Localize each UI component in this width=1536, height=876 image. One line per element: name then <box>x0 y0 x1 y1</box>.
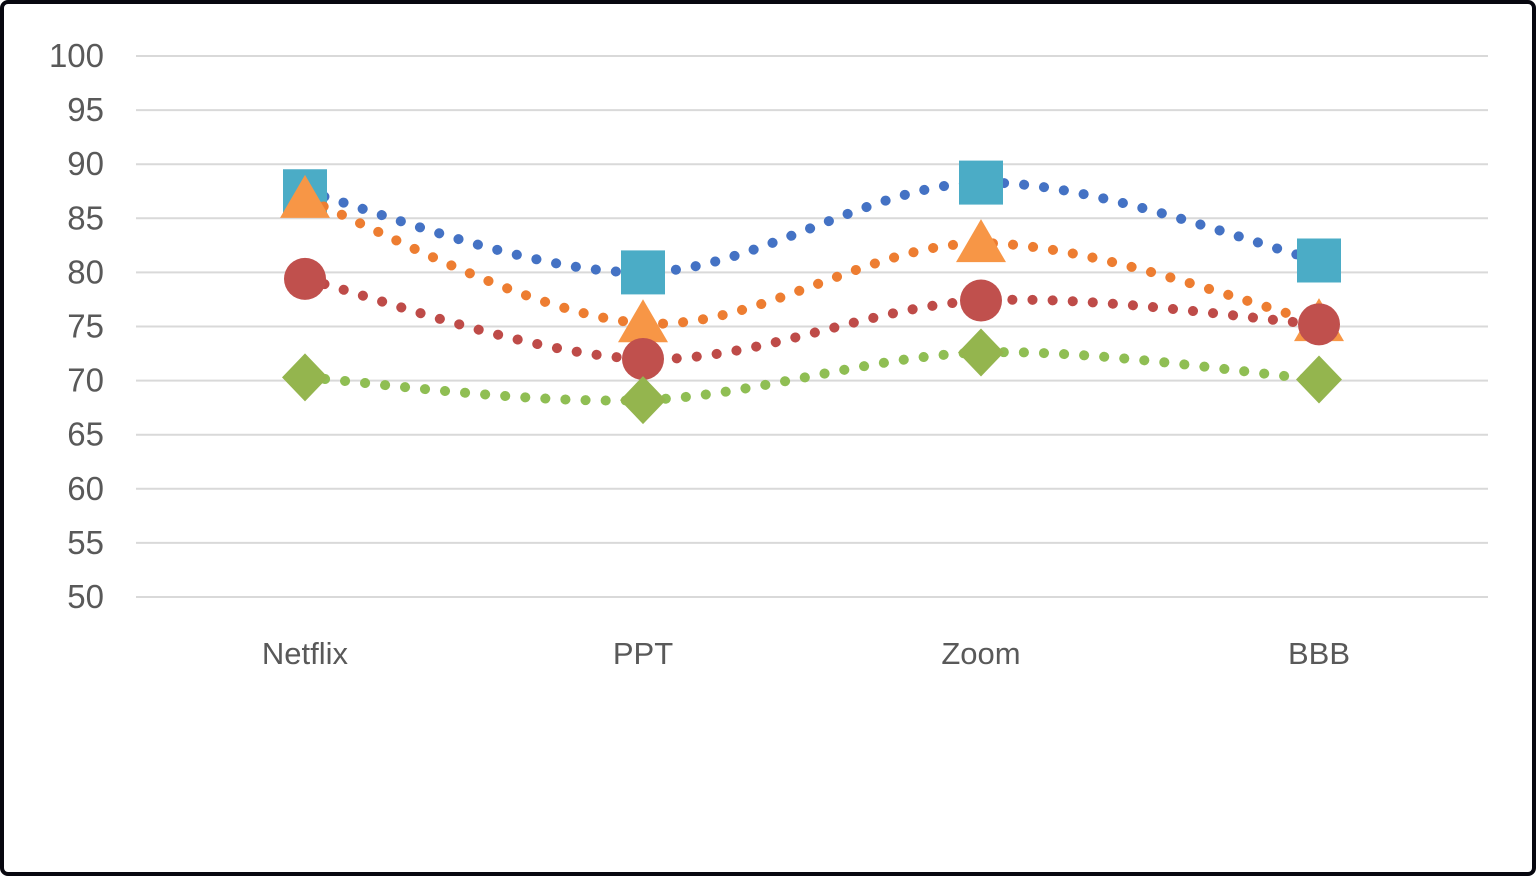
series-not-very-frequent <box>282 328 1342 425</box>
series-marker-triangle <box>956 219 1006 263</box>
series-marker-diamond <box>282 353 328 402</box>
y-axis-tick-label: 70 <box>67 362 104 399</box>
series-on-a-daily-basis <box>283 160 1341 295</box>
series-marker-triangle <box>618 299 668 343</box>
series-marker-diamond <box>958 328 1004 377</box>
y-axis-tick-label: 60 <box>67 470 104 507</box>
x-category-label: Zoom <box>941 636 1020 671</box>
series-marker-circle <box>622 337 664 380</box>
chart-legend: On a daily basis Several times a week Se… <box>4 694 1532 872</box>
series-marker-square <box>621 250 665 295</box>
line-chart-plot-area: 100 95 90 85 80 75 70 65 60 55 50 Netflix PPT Zoom BBB <box>49 37 1488 671</box>
x-category-label: PPT <box>613 636 673 671</box>
series-line <box>300 193 1324 329</box>
series-marker-diamond <box>620 376 666 425</box>
series-marker-square <box>959 160 1003 205</box>
series-marker-diamond <box>1296 355 1342 404</box>
y-axis-tick-label: 75 <box>67 308 104 345</box>
y-axis-tick-label: 50 <box>67 578 104 615</box>
y-axis-tick-label: 85 <box>67 199 104 236</box>
series-marker-circle <box>1298 303 1340 346</box>
series-line <box>300 273 1324 365</box>
y-axis-tick-label: 80 <box>67 253 104 290</box>
y-axis-tick-label: 55 <box>67 524 104 561</box>
x-category-label: BBB <box>1288 636 1350 671</box>
series-line <box>300 177 1324 278</box>
y-axis-tick-label: 95 <box>67 91 104 128</box>
x-category-label: Netflix <box>262 636 349 671</box>
y-axis-tick-label: 100 <box>49 37 104 74</box>
series-several-times-a-month <box>284 257 1340 380</box>
series-marker-circle <box>960 279 1002 322</box>
y-axis-tick-label: 65 <box>67 416 104 453</box>
series-line <box>300 347 1324 406</box>
y-axis-tick-label: 90 <box>67 145 104 182</box>
series-marker-circle <box>284 257 326 300</box>
series-marker-square <box>1297 238 1341 283</box>
series-marker-triangle <box>280 174 330 218</box>
